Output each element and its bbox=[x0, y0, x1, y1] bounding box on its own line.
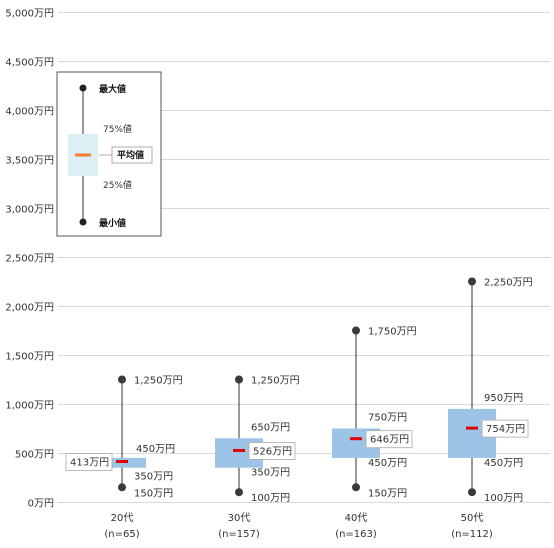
q3-label: 950万円 bbox=[484, 393, 523, 404]
mean-label: 526万円 bbox=[253, 446, 292, 457]
y-tick-label: 4,000万円 bbox=[5, 107, 54, 118]
category-label: 30代 bbox=[228, 512, 251, 524]
min-point bbox=[468, 488, 476, 497]
q1-label: 450万円 bbox=[368, 458, 407, 469]
legend-min-point bbox=[79, 218, 87, 226]
y-tick-label: 4,500万円 bbox=[5, 58, 54, 69]
y-tick-label: 2,500万円 bbox=[5, 254, 54, 265]
legend-q1-label: 25%値 bbox=[103, 179, 132, 191]
category-label: 50代 bbox=[461, 512, 484, 524]
box-group: 2,250万円 100万円 950万円 450万円 754万円 bbox=[448, 277, 533, 504]
q3-label: 750万円 bbox=[368, 413, 407, 424]
q1-label: 450万円 bbox=[484, 458, 523, 469]
q3-label: 650万円 bbox=[251, 422, 290, 433]
max-point bbox=[118, 375, 126, 384]
category-n-label: (n=163) bbox=[335, 529, 377, 540]
y-tick-label: 3,000万円 bbox=[5, 205, 54, 216]
max-point bbox=[235, 375, 243, 384]
category-n-label: (n=65) bbox=[104, 529, 139, 540]
legend-max-point bbox=[79, 84, 87, 92]
y-tick-label: 1,000万円 bbox=[5, 401, 54, 412]
y-tick-label: 0万円 bbox=[28, 499, 54, 510]
legend-q3-label: 75%値 bbox=[103, 123, 132, 135]
mean-callout bbox=[248, 442, 296, 460]
max-point bbox=[352, 326, 360, 335]
mean-callout bbox=[481, 419, 529, 438]
min-label: 150万円 bbox=[368, 488, 407, 499]
y-tick-label: 500万円 bbox=[15, 450, 54, 461]
y-tick-label: 5,000万円 bbox=[5, 9, 54, 20]
max-point bbox=[468, 277, 476, 286]
box-group: 1,250万円 100万円 650万円 350万円 526万円 bbox=[215, 375, 300, 504]
x-axis-categories: 20代 (n=65) 30代 (n=157) 40代 (n=163) 50代 (n=112) bbox=[104, 512, 493, 540]
box-group: 1,250万円 150万円 450万円 350万円 413万円 bbox=[65, 375, 183, 499]
boxes: 1,250万円 150万円 450万円 350万円 413万円 1,250万円 100万円 6… bbox=[65, 277, 533, 504]
y-tick-label: 2,000万円 bbox=[5, 303, 54, 314]
y-tick-label: 3,500万円 bbox=[5, 156, 54, 167]
max-label: 1,250万円 bbox=[251, 376, 300, 387]
max-label: 1,250万円 bbox=[134, 376, 183, 387]
category-n-label: (n=112) bbox=[451, 529, 493, 540]
y-tick-label: 1,500万円 bbox=[5, 352, 54, 363]
legend-max-label: 最大値 bbox=[99, 83, 126, 95]
mean-label: 413万円 bbox=[70, 458, 109, 469]
min-point bbox=[118, 483, 126, 492]
q3-label: 450万円 bbox=[136, 444, 175, 455]
legend-mean-label: 平均値 bbox=[117, 149, 144, 161]
min-point bbox=[235, 488, 243, 497]
box-group: 1,750万円 150万円 750万円 450万円 646万円 bbox=[332, 326, 417, 499]
legend-min-label: 最小値 bbox=[99, 217, 126, 229]
mean-callout bbox=[365, 430, 413, 449]
category-label: 20代 bbox=[111, 512, 134, 524]
mean-callout bbox=[65, 453, 113, 471]
q1-label: 350万円 bbox=[251, 468, 290, 479]
legend: 最大値 75%値 平均値 25%値 最小値 bbox=[56, 71, 162, 237]
q1-label: 350万円 bbox=[134, 472, 173, 483]
category-n-label: (n=157) bbox=[218, 529, 260, 540]
category-label: 40代 bbox=[345, 512, 368, 524]
min-label: 100万円 bbox=[251, 493, 290, 504]
min-label: 100万円 bbox=[484, 493, 523, 504]
y-axis-ticks: 0万円 500万円 1,000万円 1,500万円 2,000万円 2,500万円 3,00… bbox=[5, 9, 54, 510]
min-label: 150万円 bbox=[134, 488, 173, 499]
mean-label: 646万円 bbox=[370, 435, 409, 446]
max-label: 2,250万円 bbox=[484, 278, 533, 289]
mean-label: 754万円 bbox=[486, 424, 525, 435]
min-point bbox=[352, 483, 360, 492]
max-label: 1,750万円 bbox=[368, 327, 417, 338]
